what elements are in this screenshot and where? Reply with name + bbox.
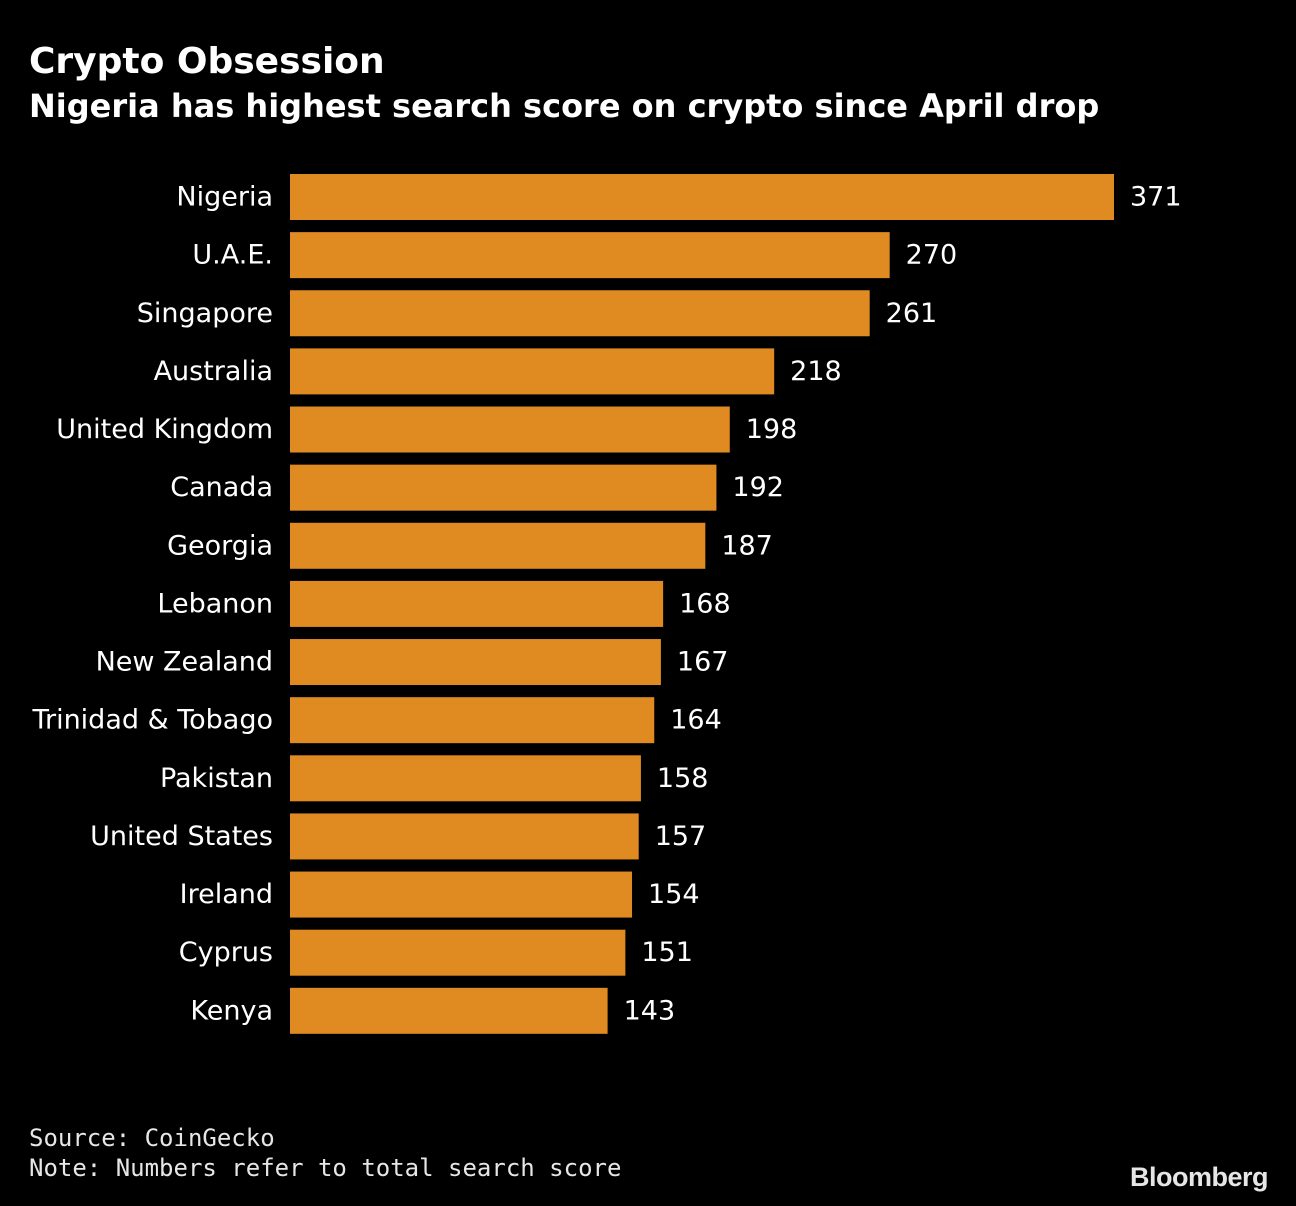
category-label-cyprus: Cyprus xyxy=(179,937,273,968)
bar-united-states xyxy=(290,813,639,860)
bar-u-a-e xyxy=(290,232,890,279)
category-label-united-kingdom: United Kingdom xyxy=(56,414,273,445)
chart-subtitle: Nigeria has highest search score on cryp… xyxy=(29,87,1100,125)
bar-lebanon xyxy=(290,580,664,627)
bar-canada xyxy=(290,464,717,511)
bloomberg-logo: Bloomberg xyxy=(1129,1162,1269,1192)
footnote: Note: Numbers refer to total search scor… xyxy=(29,1154,622,1182)
category-label-trinidad-tobago: Trinidad & Tobago xyxy=(31,705,273,736)
value-label-georgia: 187 xyxy=(721,530,773,561)
value-label-united-kingdom: 198 xyxy=(746,414,798,445)
bar-singapore xyxy=(290,290,870,337)
category-label-new-zealand: New Zealand xyxy=(96,647,273,678)
bar-trinidad-tobago xyxy=(290,697,655,744)
value-label-canada: 192 xyxy=(732,472,784,503)
value-label-nigeria: 371 xyxy=(1130,182,1182,213)
bar-pakistan xyxy=(290,755,641,802)
bar-ireland xyxy=(290,871,633,918)
category-label-u-a-e: U.A.E. xyxy=(192,240,273,271)
value-label-pakistan: 158 xyxy=(657,763,709,794)
value-label-australia: 218 xyxy=(790,356,842,387)
value-label-united-states: 157 xyxy=(655,821,707,852)
category-label-singapore: Singapore xyxy=(137,298,273,329)
value-label-cyprus: 151 xyxy=(641,937,693,968)
value-label-new-zealand: 167 xyxy=(677,647,729,678)
category-label-kenya: Kenya xyxy=(190,995,273,1026)
category-label-lebanon: Lebanon xyxy=(157,588,273,619)
category-label-georgia: Georgia xyxy=(167,530,273,561)
bar-united-kingdom xyxy=(290,406,730,453)
value-label-singapore: 261 xyxy=(886,298,938,329)
bar-new-zealand xyxy=(290,639,661,686)
bar-georgia xyxy=(290,522,706,569)
bar-nigeria xyxy=(290,174,1114,220)
category-label-pakistan: Pakistan xyxy=(160,763,273,794)
category-label-nigeria: Nigeria xyxy=(176,182,273,213)
value-label-kenya: 143 xyxy=(624,995,676,1026)
category-label-australia: Australia xyxy=(154,356,273,387)
bar-kenya xyxy=(290,987,608,1034)
bar-chart: Nigeria 371 U.A.E. 270 Singapore 261 Australia… xyxy=(31,174,1182,1034)
value-label-u-a-e: 270 xyxy=(906,240,958,271)
bar-cyprus xyxy=(290,929,626,976)
source-note: Source: CoinGecko xyxy=(29,1124,275,1152)
value-label-lebanon: 168 xyxy=(679,588,731,619)
bar-australia xyxy=(290,348,775,395)
category-label-canada: Canada xyxy=(170,472,273,503)
chart-title: Crypto Obsession xyxy=(29,41,385,82)
value-label-trinidad-tobago: 164 xyxy=(670,705,722,736)
category-label-ireland: Ireland xyxy=(180,879,273,910)
value-label-ireland: 154 xyxy=(648,879,700,910)
category-label-united-states: United States xyxy=(90,821,273,852)
